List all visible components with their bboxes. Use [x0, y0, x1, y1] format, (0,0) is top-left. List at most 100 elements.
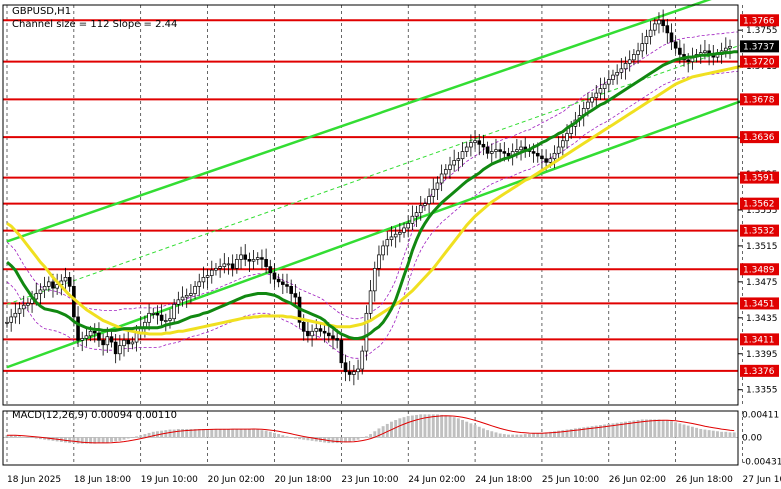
candle-body [602, 83, 607, 89]
level-tag-label: 1.3562 [743, 200, 775, 210]
candle-body [289, 285, 293, 294]
candle-body [460, 151, 465, 160]
candle-body [306, 330, 310, 337]
macd-bar [168, 429, 172, 438]
macd-bar [553, 431, 556, 438]
candle-body [205, 275, 210, 278]
macd-bar [260, 430, 264, 438]
macd-bar [139, 435, 143, 438]
macd-bar [461, 420, 464, 438]
macd-bar [628, 421, 632, 438]
candle-body [506, 152, 511, 157]
candle-body [611, 74, 615, 80]
candle-body [172, 303, 176, 320]
candle-body [164, 320, 168, 322]
candle-body [272, 272, 277, 280]
x-tick-label: 23 Jun 10:00 [341, 475, 398, 485]
candle-body [515, 149, 519, 152]
candle-body [264, 259, 268, 267]
macd-bar [590, 426, 594, 438]
candle-body [623, 63, 628, 70]
macd-bar [218, 429, 222, 438]
macd-bar [130, 437, 134, 438]
candle-body [372, 268, 377, 292]
x-tick-label: 24 Jun 18:00 [475, 475, 532, 485]
candle-body [673, 41, 678, 49]
candle-body [222, 263, 227, 267]
level-tag [740, 93, 779, 106]
macd-bar [716, 431, 719, 438]
macd-bar [80, 437, 84, 444]
candle-body [176, 299, 181, 305]
macd-bar [498, 433, 502, 438]
candle-body [218, 266, 222, 269]
macd-bar [114, 437, 118, 442]
candle-body [5, 321, 9, 324]
macd-bar [578, 427, 582, 438]
candle-body [42, 285, 47, 291]
candle-body [230, 263, 235, 269]
macd-bar [398, 418, 402, 438]
macd-bar [189, 429, 193, 438]
x-tick-label: 20 Jun 18:00 [274, 475, 331, 485]
macd-bar [448, 416, 452, 438]
macd-bar [477, 426, 481, 438]
candle-body [281, 281, 285, 285]
macd-bar [728, 432, 732, 438]
macd-bar [469, 423, 473, 438]
candle-body [385, 239, 390, 247]
candle-body [452, 160, 456, 166]
macd-bar [101, 437, 105, 444]
macd-bar [690, 426, 694, 438]
ma-slow-line [6, 61, 756, 336]
macd-bar [43, 437, 47, 440]
x-tick-label: 20 Jun 02:00 [208, 475, 265, 485]
candle-body [335, 338, 339, 341]
macd-bar [97, 437, 101, 444]
candle-body [46, 281, 51, 287]
macd-bar [502, 434, 506, 438]
candle-body [652, 23, 657, 31]
candle-body [368, 290, 373, 314]
macd-bar [72, 437, 76, 444]
macd-bar [636, 420, 640, 438]
level-tag-label: 1.3720 [743, 58, 775, 68]
macd-bar [34, 437, 38, 439]
macd-bar [344, 437, 347, 443]
macd-bar [373, 431, 377, 438]
envelope-lower [6, 71, 739, 359]
macd-bar [281, 435, 285, 438]
macd-panel-frame [2, 410, 739, 466]
macd-bar [540, 432, 544, 438]
candle-body [92, 330, 97, 334]
macd-bar [89, 437, 93, 444]
candle-body [134, 332, 139, 343]
candle-body [105, 336, 110, 346]
candle-body [590, 97, 594, 103]
macd-bar [135, 436, 139, 438]
candle-body [640, 43, 645, 52]
macd-bar [105, 437, 109, 443]
candle-body [285, 284, 289, 287]
candle-body [728, 45, 732, 49]
level-tag-label: 1.3532 [743, 227, 775, 237]
macd-bar [377, 428, 381, 438]
x-tick-label: 27 Jun 10:00 [743, 475, 781, 485]
candle-body [402, 227, 406, 233]
candle-body [481, 143, 486, 148]
macd-signal-line [7, 415, 735, 444]
macd-bar [665, 420, 669, 438]
candle-body [318, 328, 323, 332]
candle-body [648, 29, 653, 37]
macd-bar [632, 420, 636, 438]
macd-bar [239, 429, 243, 438]
macd-bar [402, 417, 406, 438]
macd-bar [335, 437, 339, 444]
macd-bar [264, 430, 268, 438]
macd-bar [110, 437, 113, 442]
candle-body [627, 59, 632, 64]
candle-body [147, 312, 151, 323]
macd-bar [548, 431, 552, 438]
level-tag [740, 297, 779, 310]
macd-bar [594, 425, 598, 438]
